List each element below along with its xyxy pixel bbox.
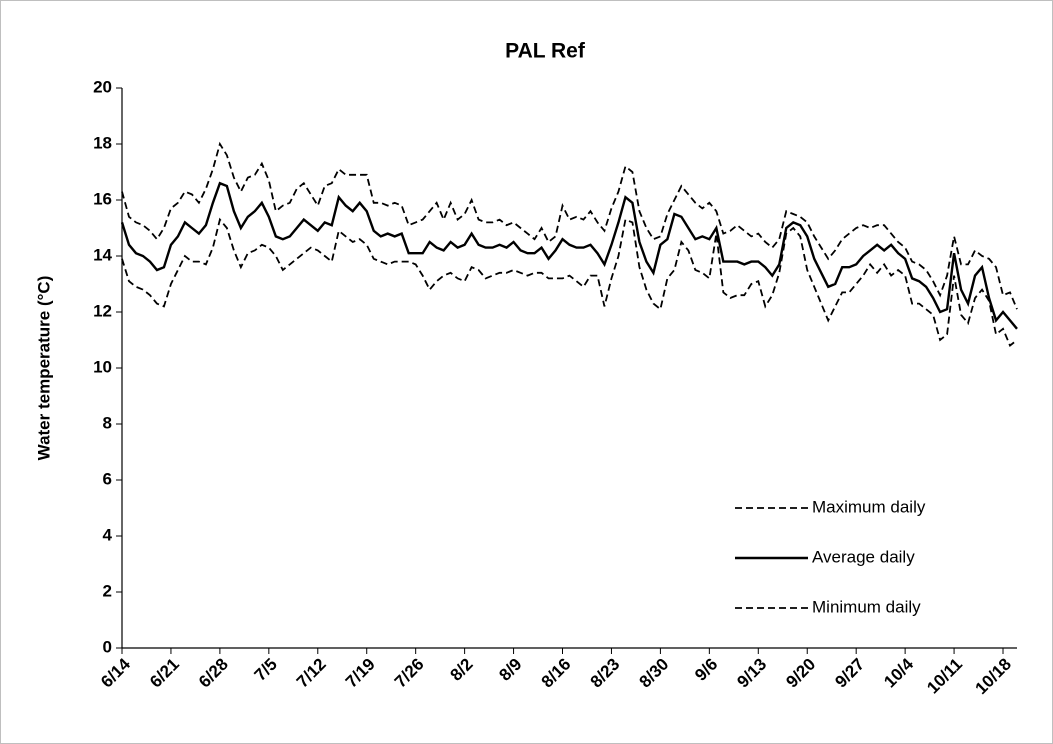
legend-label: Maximum daily xyxy=(812,497,926,516)
y-tick-label: 14 xyxy=(93,245,112,264)
chart-title: PAL Ref xyxy=(505,40,586,63)
data-line xyxy=(120,181,1018,330)
y-tick-label: 4 xyxy=(103,525,113,544)
legend-label: Minimum daily xyxy=(812,597,921,616)
y-tick-label: 2 xyxy=(103,581,112,600)
legend-label: Average daily xyxy=(812,547,915,566)
y-tick-label: 20 xyxy=(93,77,112,96)
y-axis-label: Water temperature (°C) xyxy=(34,276,53,461)
y-tick-label: 0 xyxy=(103,637,112,656)
data-line xyxy=(121,141,1018,310)
y-tick-label: 18 xyxy=(93,133,112,152)
y-tick-label: 16 xyxy=(93,189,112,208)
y-tick-label: 10 xyxy=(93,357,112,376)
y-tick-label: 12 xyxy=(93,301,112,320)
y-tick-label: 8 xyxy=(103,413,112,432)
y-tick-label: 6 xyxy=(103,469,112,488)
data-line xyxy=(121,217,1018,348)
